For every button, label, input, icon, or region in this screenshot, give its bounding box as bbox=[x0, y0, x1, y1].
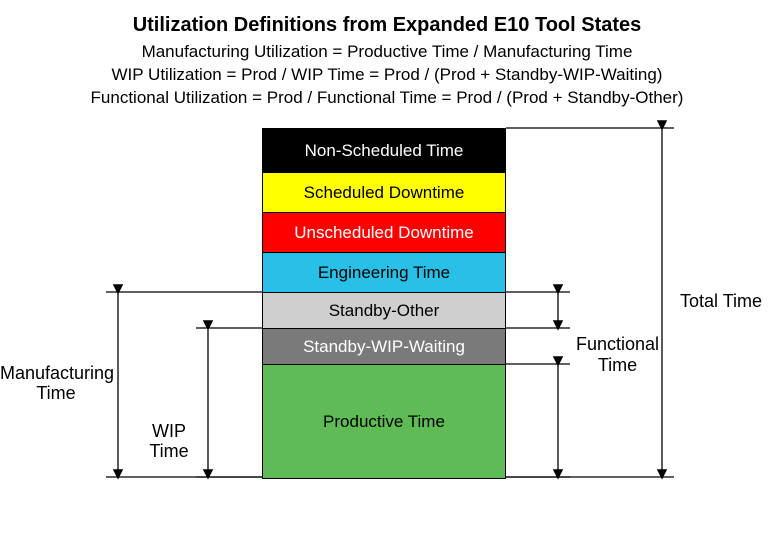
label-total-time: Total Time bbox=[680, 291, 762, 312]
annotations-svg bbox=[0, 118, 774, 548]
chart-area: Non-Scheduled TimeScheduled DowntimeUnsc… bbox=[0, 118, 774, 548]
label-wip-time: WIPTime bbox=[136, 421, 202, 462]
subtitle-1: Manufacturing Utilization = Productive T… bbox=[0, 41, 774, 64]
subtitle-3: Functional Utilization = Prod / Function… bbox=[0, 87, 774, 110]
label-manufacturing-time: ManufacturingTime bbox=[0, 363, 112, 404]
header: Utilization Definitions from Expanded E1… bbox=[0, 0, 774, 110]
subtitle-2: WIP Utilization = Prod / WIP Time = Prod… bbox=[0, 64, 774, 87]
title: Utilization Definitions from Expanded E1… bbox=[0, 14, 774, 37]
label-functional-time: FunctionalTime bbox=[576, 334, 659, 375]
